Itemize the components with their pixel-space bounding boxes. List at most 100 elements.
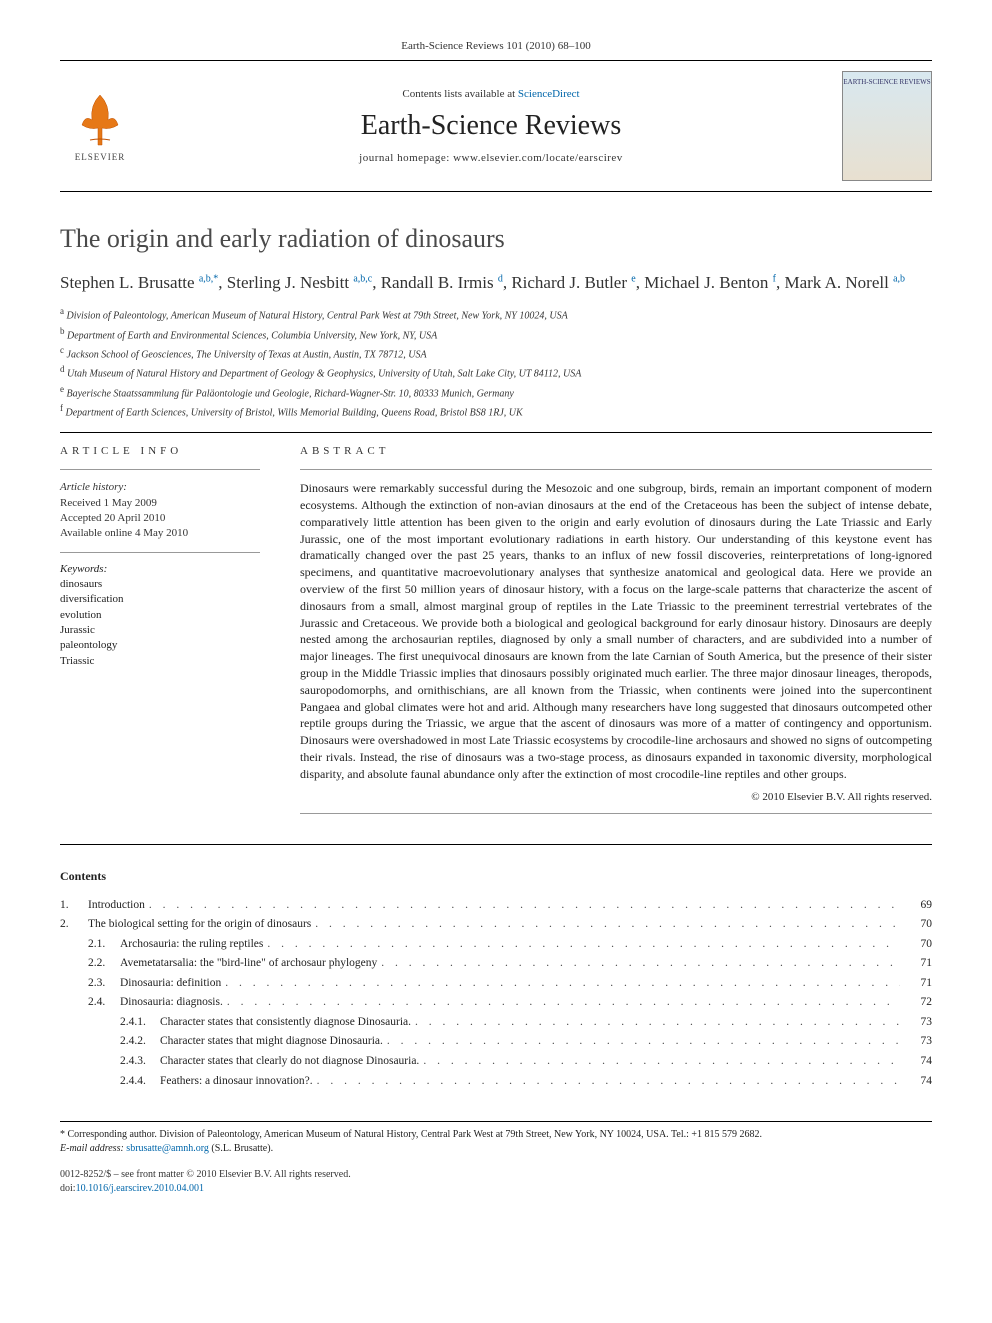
toc-title: Character states that clearly do not dia… xyxy=(160,1052,419,1072)
citation-header: Earth-Science Reviews 101 (2010) 68–100 xyxy=(60,40,932,52)
journal-homepage-line: journal homepage: www.elsevier.com/locat… xyxy=(160,152,822,164)
toc-leader-dots: . . . . . . . . . . . . . . . . . . . . … xyxy=(315,915,900,935)
toc-page: 71 xyxy=(904,974,932,994)
toc-title: Dinosauria: diagnosis. xyxy=(120,993,223,1013)
keywords-label: Keywords: xyxy=(60,563,260,575)
toc-page: 72 xyxy=(904,993,932,1013)
toc-number: 2.4. xyxy=(88,993,120,1013)
keyword-item: evolution xyxy=(60,608,260,623)
toc-row[interactable]: 2.1.Archosauria: the ruling reptiles . .… xyxy=(60,935,932,955)
toc-number: 2.4.3. xyxy=(120,1052,160,1072)
keyword-item: Jurassic xyxy=(60,623,260,638)
toc-leader-dots: . . . . . . . . . . . . . . . . . . . . … xyxy=(415,1013,900,1033)
history-online: Available online 4 May 2010 xyxy=(60,526,260,541)
info-rule-2 xyxy=(60,552,260,553)
affiliation-line: d Utah Museum of Natural History and Dep… xyxy=(60,363,932,381)
issn-line: 0012-8252/$ – see front matter © 2010 El… xyxy=(60,1168,932,1182)
toc-leader-dots: . . . . . . . . . . . . . . . . . . . . … xyxy=(267,935,900,955)
toc-row[interactable]: 1.Introduction . . . . . . . . . . . . .… xyxy=(60,896,932,916)
affiliation-line: c Jackson School of Geosciences, The Uni… xyxy=(60,344,932,362)
toc-number: 2.3. xyxy=(88,974,120,994)
toc-leader-dots: . . . . . . . . . . . . . . . . . . . . … xyxy=(387,1032,900,1052)
toc-page: 73 xyxy=(904,1013,932,1033)
contents-prefix: Contents lists available at xyxy=(402,88,517,100)
corresponding-author-footnote: * Corresponding author. Division of Pale… xyxy=(60,1128,932,1156)
affiliation-line: e Bayerische Staatssammlung für Paläonto… xyxy=(60,383,932,401)
homepage-prefix: journal homepage: xyxy=(359,152,453,164)
publisher-name: ELSEVIER xyxy=(75,152,126,162)
toc-leader-dots: . . . . . . . . . . . . . . . . . . . . … xyxy=(381,954,900,974)
abstract-copyright: © 2010 Elsevier B.V. All rights reserved… xyxy=(300,791,932,803)
history-accepted: Accepted 20 April 2010 xyxy=(60,511,260,526)
article-info-column: ARTICLE INFO Article history: Received 1… xyxy=(60,445,260,823)
toc-page: 74 xyxy=(904,1052,932,1072)
keyword-item: diversification xyxy=(60,592,260,607)
affiliations-block: a Division of Paleontology, American Mus… xyxy=(60,305,932,420)
toc-row[interactable]: 2.The biological setting for the origin … xyxy=(60,915,932,935)
toc-title: Introduction xyxy=(88,896,145,916)
toc-row[interactable]: 2.3.Dinosauria: definition . . . . . . .… xyxy=(60,974,932,994)
keyword-item: dinosaurs xyxy=(60,577,260,592)
abstract-heading: ABSTRACT xyxy=(300,445,932,457)
info-rule-1 xyxy=(60,469,260,470)
article-info-heading: ARTICLE INFO xyxy=(60,445,260,457)
toc-row[interactable]: 2.4.Dinosauria: diagnosis. . . . . . . .… xyxy=(60,993,932,1013)
info-abstract-row: ARTICLE INFO Article history: Received 1… xyxy=(60,445,932,823)
toc-number: 2. xyxy=(60,915,88,935)
corresponding-text: * Corresponding author. Division of Pale… xyxy=(60,1128,932,1142)
contents-heading: Contents xyxy=(60,869,932,884)
abstract-rule-bottom xyxy=(300,813,932,814)
section-rule-1 xyxy=(60,432,932,433)
elsevier-tree-icon xyxy=(70,90,130,150)
toc-row[interactable]: 2.4.1.Character states that consistently… xyxy=(60,1013,932,1033)
email-label: E-mail address: xyxy=(60,1143,124,1154)
affiliation-line: a Division of Paleontology, American Mus… xyxy=(60,305,932,323)
cover-label: EARTH-SCIENCE REVIEWS xyxy=(843,78,930,86)
article-history: Article history: Received 1 May 2009 Acc… xyxy=(60,480,260,542)
table-of-contents: 1.Introduction . . . . . . . . . . . . .… xyxy=(60,896,932,1091)
toc-leader-dots: . . . . . . . . . . . . . . . . . . . . … xyxy=(149,896,900,916)
email-name: (S.L. Brusatte). xyxy=(211,1143,273,1154)
toc-leader-dots: . . . . . . . . . . . . . . . . . . . . … xyxy=(423,1052,900,1072)
toc-row[interactable]: 2.4.4.Feathers: a dinosaur innovation?. … xyxy=(60,1072,932,1092)
keyword-item: paleontology xyxy=(60,638,260,653)
toc-number: 2.2. xyxy=(88,954,120,974)
toc-number: 2.4.4. xyxy=(120,1072,160,1092)
section-rule-2 xyxy=(60,844,932,845)
affiliation-line: b Department of Earth and Environmental … xyxy=(60,325,932,343)
masthead: ELSEVIER Contents lists available at Sci… xyxy=(60,61,932,191)
history-label: Article history: xyxy=(60,480,260,495)
toc-row[interactable]: 2.4.2.Character states that might diagno… xyxy=(60,1032,932,1052)
masthead-bottom-rule xyxy=(60,191,932,192)
toc-row[interactable]: 2.2.Avemetatarsalia: the "bird-line" of … xyxy=(60,954,932,974)
abstract-text: Dinosaurs were remarkably successful dur… xyxy=(300,480,932,782)
toc-title: The biological setting for the origin of… xyxy=(88,915,311,935)
toc-page: 70 xyxy=(904,915,932,935)
toc-leader-dots: . . . . . . . . . . . . . . . . . . . . … xyxy=(317,1072,900,1092)
toc-row[interactable]: 2.4.3.Character states that clearly do n… xyxy=(60,1052,932,1072)
toc-page: 69 xyxy=(904,896,932,916)
doi-prefix: doi: xyxy=(60,1183,76,1194)
toc-number: 2.4.1. xyxy=(120,1013,160,1033)
contents-available-line: Contents lists available at ScienceDirec… xyxy=(160,88,822,100)
abstract-rule-top xyxy=(300,469,932,470)
history-received: Received 1 May 2009 xyxy=(60,496,260,511)
authors-line: Stephen L. Brusatte a,b,*, Sterling J. N… xyxy=(60,270,932,296)
toc-number: 2.1. xyxy=(88,935,120,955)
sciencedirect-link[interactable]: ScienceDirect xyxy=(518,88,580,100)
toc-title: Archosauria: the ruling reptiles xyxy=(120,935,263,955)
journal-title: Earth-Science Reviews xyxy=(160,110,822,142)
toc-page: 73 xyxy=(904,1032,932,1052)
article-title: The origin and early radiation of dinosa… xyxy=(60,222,932,256)
doi-link[interactable]: 10.1016/j.earscirev.2010.04.001 xyxy=(76,1183,205,1194)
toc-number: 2.4.2. xyxy=(120,1032,160,1052)
corresponding-email-link[interactable]: sbrusatte@amnh.org xyxy=(126,1143,209,1154)
toc-title: Avemetatarsalia: the "bird-line" of arch… xyxy=(120,954,377,974)
keyword-item: Triassic xyxy=(60,654,260,669)
toc-title: Character states that might diagnose Din… xyxy=(160,1032,383,1052)
toc-title: Feathers: a dinosaur innovation?. xyxy=(160,1072,313,1092)
keywords-list: dinosaursdiversificationevolutionJurassi… xyxy=(60,577,260,669)
footnote-rule xyxy=(60,1121,932,1122)
journal-cover-thumbnail: EARTH-SCIENCE REVIEWS xyxy=(842,71,932,181)
toc-title: Character states that consistently diagn… xyxy=(160,1013,411,1033)
